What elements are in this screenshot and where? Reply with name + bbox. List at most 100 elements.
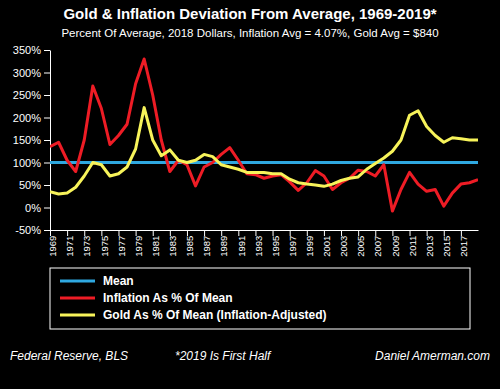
series-line (50, 161, 478, 164)
x-tick-mark (444, 230, 445, 236)
y-tick-label: 350% (13, 44, 41, 56)
x-tick-label: 2005 (355, 236, 366, 257)
y-tick-mark (44, 208, 50, 209)
x-tick-label: 1975 (99, 236, 110, 257)
y-tick-mark (44, 50, 50, 51)
x-tick-mark (358, 230, 359, 236)
x-tick: 1971 (64, 230, 75, 257)
x-tick-mark (153, 230, 154, 236)
y-tick-mark (44, 185, 50, 186)
y-tick-label: 100% (13, 157, 41, 169)
y-tick: 250% (13, 89, 50, 101)
x-tick-mark (101, 230, 102, 236)
y-tick: 150% (13, 134, 50, 146)
x-tick-mark (341, 230, 342, 236)
y-tick-label: 0% (25, 202, 41, 214)
annotation: Federal Reserve, BLS (10, 349, 128, 363)
x-tick-mark (307, 230, 308, 236)
x-tick-label: 2011 (407, 236, 418, 256)
x-tick: 2015 (441, 230, 452, 257)
series-line (50, 59, 478, 211)
y-axis: -50% 0% 50% 100% 150% 200% 250% 300% 350% (13, 44, 51, 236)
x-tick-mark (255, 230, 256, 236)
x-tick-mark (136, 230, 137, 236)
x-tick-mark (461, 230, 462, 236)
y-axis-line (50, 51, 51, 231)
x-tick-mark (170, 230, 171, 236)
x-tick-label: 2017 (458, 236, 469, 257)
x-tick: 1977 (116, 230, 127, 257)
legend-label: Gold As % Of Mean (Inflation-Adjusted) (103, 308, 327, 322)
lines (50, 59, 478, 211)
title: Gold & Inflation Deviation From Average,… (63, 5, 436, 22)
y-tick-mark (44, 73, 50, 74)
y-tick-label: 150% (13, 134, 41, 146)
x-axis-line (51, 230, 479, 231)
x-tick: 2007 (372, 230, 383, 257)
legend-box (50, 268, 470, 329)
x-tick-label: 1973 (81, 236, 92, 257)
x-tick-label: 2009 (390, 236, 401, 257)
x-tick: 2013 (424, 230, 435, 257)
plot: -50% 0% 50% 100% 150% 200% 250% 300% 350% 1969 197… (13, 44, 479, 257)
x-tick-mark (324, 230, 325, 236)
x-tick-label: 1985 (184, 236, 195, 257)
y-tick-label: -50% (15, 224, 41, 236)
x-axis: 1969197119731975197719791981198319851987… (47, 230, 478, 257)
subtitle: Percent Of Average, 2018 Dollars, Inflat… (61, 27, 438, 39)
annotation: Daniel Amerman.com (375, 349, 490, 363)
x-tick-mark (392, 230, 393, 236)
x-tick: 2011 (407, 230, 418, 256)
x-tick: 1979 (133, 230, 144, 257)
x-tick-mark (238, 230, 239, 236)
legend-label: Inflation As % Of Mean (103, 291, 233, 305)
y-tick-mark (44, 140, 50, 141)
x-tick: 1997 (287, 230, 298, 257)
y-tick-mark (44, 118, 50, 119)
y-tick: 300% (13, 67, 50, 79)
y-tick-label: 50% (19, 179, 41, 191)
x-tick-label: 2013 (424, 236, 435, 257)
legend-swatch (60, 297, 95, 300)
x-tick-label: 1989 (218, 236, 229, 257)
x-tick: 2017 (458, 230, 469, 257)
x-tick: 1993 (253, 230, 264, 257)
chart: Gold & Inflation Deviation From Average,… (0, 0, 500, 389)
x-tick-label: 1971 (64, 236, 75, 257)
x-tick: 1995 (270, 230, 281, 257)
legend-label: Mean (103, 274, 134, 288)
x-tick-label: 1991 (235, 236, 246, 257)
y-tick: 50% (19, 179, 50, 191)
y-tick: 0% (25, 202, 50, 214)
x-tick-label: 1969 (47, 236, 58, 257)
x-tick-mark (187, 230, 188, 236)
y-tick-label: 200% (13, 112, 41, 124)
x-tick: 2003 (338, 230, 349, 257)
legend-swatch (60, 314, 95, 317)
x-tick-mark (50, 230, 51, 236)
y-tick-label: 300% (13, 67, 41, 79)
background (0, 0, 500, 389)
x-tick-label: 2001 (321, 236, 332, 257)
y-tick: 100% (13, 157, 50, 169)
x-tick-mark (273, 230, 274, 236)
x-tick-mark (204, 230, 205, 236)
x-tick: 1975 (99, 230, 110, 257)
y-tick: 200% (13, 112, 50, 124)
x-tick: 1989 (218, 230, 229, 257)
x-tick-label: 1993 (253, 236, 264, 257)
legend: Mean Inflation As % Of Mean Gold As % Of M… (50, 268, 470, 329)
x-tick: 1973 (81, 230, 92, 257)
x-tick: 1969 (47, 230, 58, 257)
annotation: *2019 Is First Half (175, 349, 272, 363)
x-tick: 1983 (167, 230, 178, 257)
series-line (50, 108, 478, 194)
x-tick-mark (290, 230, 291, 236)
x-tick-label: 1997 (287, 236, 298, 257)
x-tick-mark (410, 230, 411, 236)
y-tick-mark (44, 230, 50, 231)
x-tick: 1985 (184, 230, 195, 257)
x-tick-mark (118, 230, 119, 236)
x-tick-label: 1999 (304, 236, 315, 257)
y-tick-mark (44, 163, 50, 164)
